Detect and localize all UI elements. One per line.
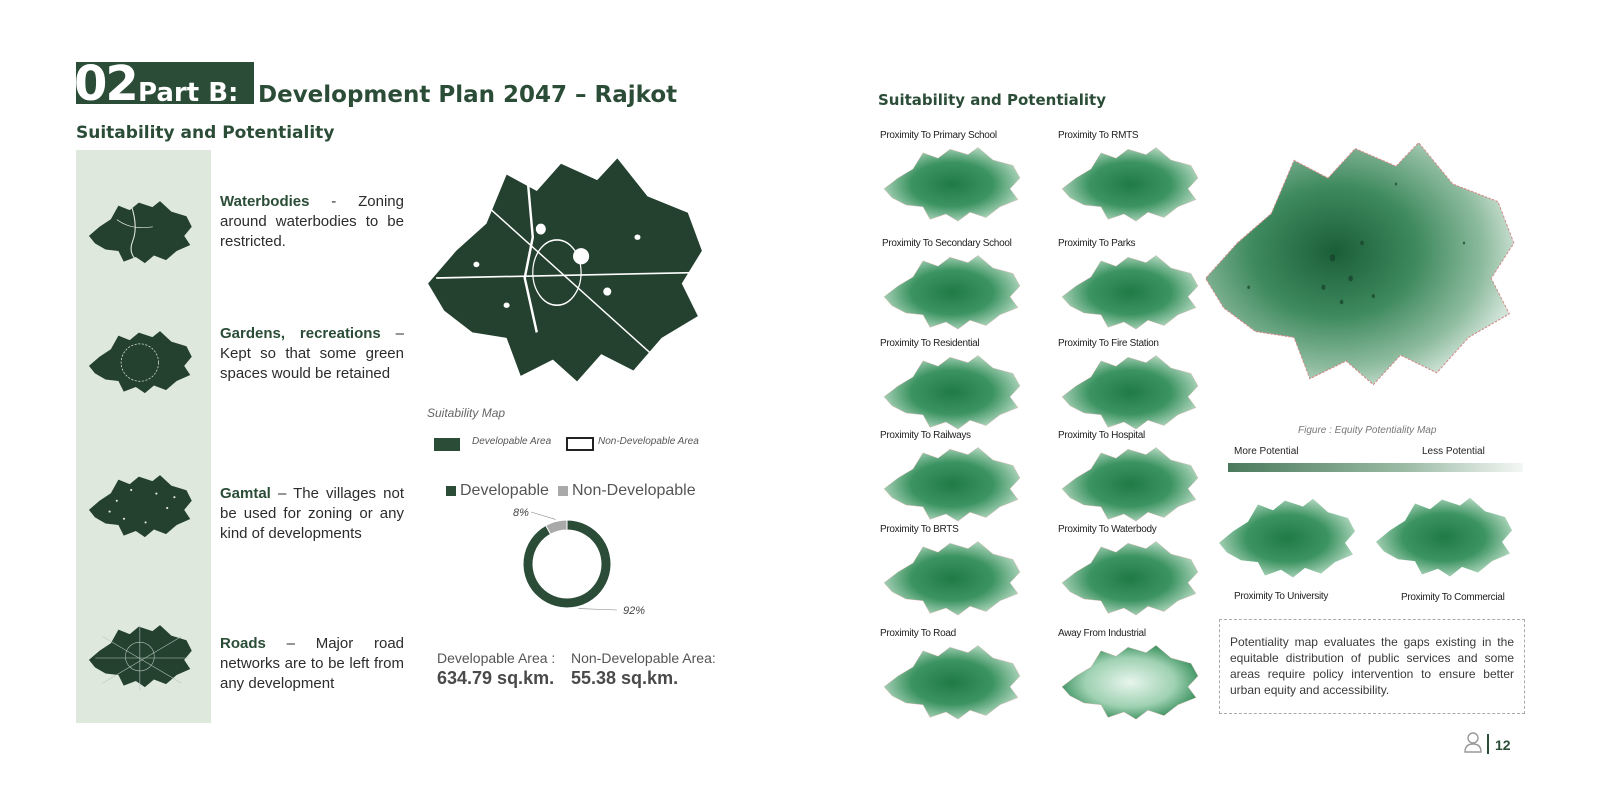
factor-gamtal: Gamtal – The villages not be used for zo…: [220, 484, 404, 544]
proximity-map-label: Away From Industrial: [1058, 628, 1146, 639]
proximity-map-label: Proximity To Waterbody: [1058, 524, 1157, 535]
factor-waterbodies: Waterbodies - Zoning around waterbodies …: [220, 192, 404, 252]
donut-legend-swatch: [558, 485, 568, 496]
developable-area-value: 634.79 sq.km.: [437, 668, 555, 688]
more-potential-label: More Potential: [1234, 446, 1299, 457]
factor-name: Roads: [220, 635, 266, 652]
developable-donut-chart: 92% 8%: [513, 508, 645, 617]
section-title-left: Suitability and Potentiality: [76, 123, 335, 143]
potential-gradient-bar: [1228, 463, 1523, 472]
factor-desc: – Kept so that some green spaces would b…: [220, 325, 404, 382]
donut-slice-non-developable: [545, 519, 568, 535]
donut-value-label: 8%: [513, 508, 529, 519]
proximity-map: [883, 254, 1021, 330]
proximity-map-label: Proximity To Residential: [880, 338, 980, 349]
footer-divider: [1487, 734, 1489, 754]
proximity-map-label: Proximity To Road: [880, 628, 956, 639]
proximity-map: [883, 146, 1021, 222]
suitability-map-caption: Suitability Map: [427, 406, 506, 420]
donut-legend-label: Developable: [460, 482, 549, 499]
proximity-map-label: Proximity To Fire Station: [1058, 338, 1159, 349]
proximity-map: [883, 540, 1021, 616]
proximity-map: [1061, 354, 1199, 430]
proximity-map-label: Proximity To Secondary School: [882, 238, 1012, 249]
factor-name: Gamtal: [220, 485, 271, 502]
gardens-map-thumb: [88, 331, 192, 394]
factor-desc: - Zoning around waterbodies to be restri…: [220, 193, 404, 250]
donut-value-label: 92%: [623, 605, 645, 617]
donut-leader-line: [530, 511, 556, 520]
legend-swatch-non-developable: [566, 437, 594, 451]
developable-area-label: Developable Area :: [437, 650, 556, 666]
suitability-map: [428, 158, 702, 382]
proximity-map-label: Proximity To BRTS: [880, 524, 959, 535]
proximity-map-label: Proximity To Railways: [880, 430, 971, 441]
proximity-map-label: Proximity To RMTS: [1058, 130, 1139, 141]
factor-name: Waterbodies: [220, 193, 310, 210]
commercial-map-label: Proximity To Commercial: [1401, 592, 1505, 603]
chapter-number: 02: [74, 56, 139, 112]
factor-name: Gardens, recreations: [220, 325, 381, 342]
factor-desc: – Major road networks are to be left fro…: [220, 635, 404, 692]
donut-slice-developable: [522, 519, 612, 609]
page-title: Development Plan 2047 – Rajkot: [258, 82, 678, 108]
equity-map-caption: Figure : Equity Potentiality Map: [1298, 425, 1437, 436]
proximity-map: [1061, 446, 1199, 522]
university-map-label: Proximity To University: [1234, 591, 1329, 602]
factor-desc: – The villages not be used for zoning or…: [220, 485, 404, 542]
page-number: 12: [1495, 737, 1511, 753]
proximity-map: [1061, 540, 1199, 616]
less-potential-label: Less Potential: [1422, 446, 1485, 457]
donut-legend-swatch: [446, 485, 456, 496]
factor-roads: Roads – Major road networks are to be le…: [220, 634, 404, 694]
legend-non-developable-label: Non-Developable Area: [598, 436, 699, 447]
proximity-map: [883, 354, 1021, 430]
non-developable-area-value: 55.38 sq.km.: [571, 668, 679, 688]
legend-developable-label: Developable Area: [472, 436, 552, 447]
donut-legend-label: Non-Developable: [572, 482, 696, 499]
factor-gardens: Gardens, recreations – Kept so that some…: [220, 324, 404, 384]
section-title-right: Suitability and Potentiality: [878, 91, 1106, 109]
proximity-map: [1061, 644, 1199, 720]
university-proximity-map: [1219, 498, 1355, 578]
gamtal-map-thumb: [88, 475, 192, 538]
proximity-map-label: Proximity To Hospital: [1058, 430, 1145, 441]
part-label: Part B:: [138, 78, 239, 108]
non-developable-area-label: Non-Developable Area:: [571, 650, 716, 666]
proximity-map: [883, 644, 1021, 720]
commercial-proximity-map: [1376, 497, 1512, 577]
proximity-map: [883, 446, 1021, 522]
proximity-map-label: Proximity To Parks: [1058, 238, 1136, 249]
proximity-map: [1061, 254, 1199, 330]
user-icon: [1464, 732, 1482, 753]
potentiality-note: Potentiality map evaluates the gaps exis…: [1219, 619, 1525, 714]
proximity-map-label: Proximity To Primary School: [880, 130, 997, 141]
donut-legend-developable: Developable: [446, 482, 549, 500]
proximity-map: [1061, 146, 1199, 222]
donut-leader-line: [578, 608, 618, 611]
chapter-number-block: [76, 62, 254, 104]
legend-swatch-developable: [434, 438, 460, 451]
equity-potentiality-map: [1204, 141, 1516, 387]
donut-legend-non-developable: Non-Developable: [558, 482, 696, 500]
waterbodies-map-thumb: [88, 201, 192, 265]
roads-map-thumb: [88, 625, 192, 691]
